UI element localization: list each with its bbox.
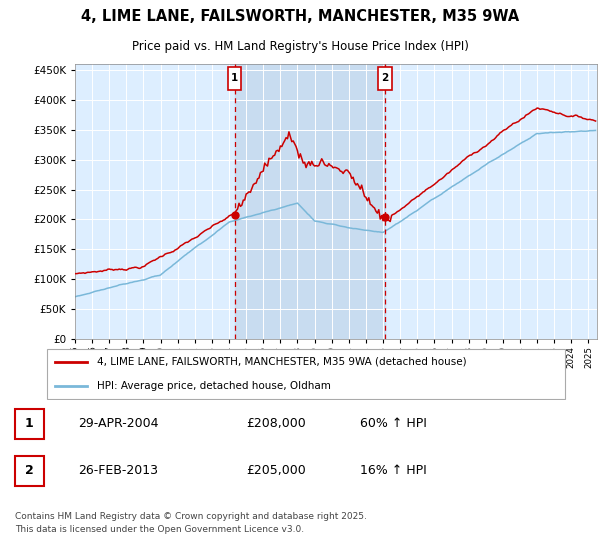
Text: £208,000: £208,000 [246, 417, 306, 431]
Bar [15, 409, 44, 438]
Text: 4, LIME LANE, FAILSWORTH, MANCHESTER, M35 9WA: 4, LIME LANE, FAILSWORTH, MANCHESTER, M3… [81, 10, 519, 24]
Bar [235, 64, 385, 339]
Text: 16% ↑ HPI: 16% ↑ HPI [360, 464, 427, 478]
Text: 60% ↑ HPI: 60% ↑ HPI [360, 417, 427, 431]
Text: 2: 2 [25, 464, 34, 478]
FancyBboxPatch shape [47, 349, 565, 399]
Text: 1: 1 [25, 417, 34, 431]
Bar [228, 67, 241, 90]
Text: HPI: Average price, detached house, Oldham: HPI: Average price, detached house, Oldh… [97, 381, 331, 391]
Text: 29-APR-2004: 29-APR-2004 [78, 417, 158, 431]
Bar [15, 456, 44, 486]
Text: 4, LIME LANE, FAILSWORTH, MANCHESTER, M35 9WA (detached house): 4, LIME LANE, FAILSWORTH, MANCHESTER, M3… [97, 357, 467, 367]
Text: 2: 2 [382, 73, 389, 83]
Bar [379, 67, 392, 90]
Text: 26-FEB-2013: 26-FEB-2013 [78, 464, 158, 478]
Text: Price paid vs. HM Land Registry's House Price Index (HPI): Price paid vs. HM Land Registry's House … [131, 40, 469, 53]
Text: £205,000: £205,000 [246, 464, 306, 478]
Text: 1: 1 [231, 73, 238, 83]
Text: Contains HM Land Registry data © Crown copyright and database right 2025.
This d: Contains HM Land Registry data © Crown c… [15, 512, 367, 534]
